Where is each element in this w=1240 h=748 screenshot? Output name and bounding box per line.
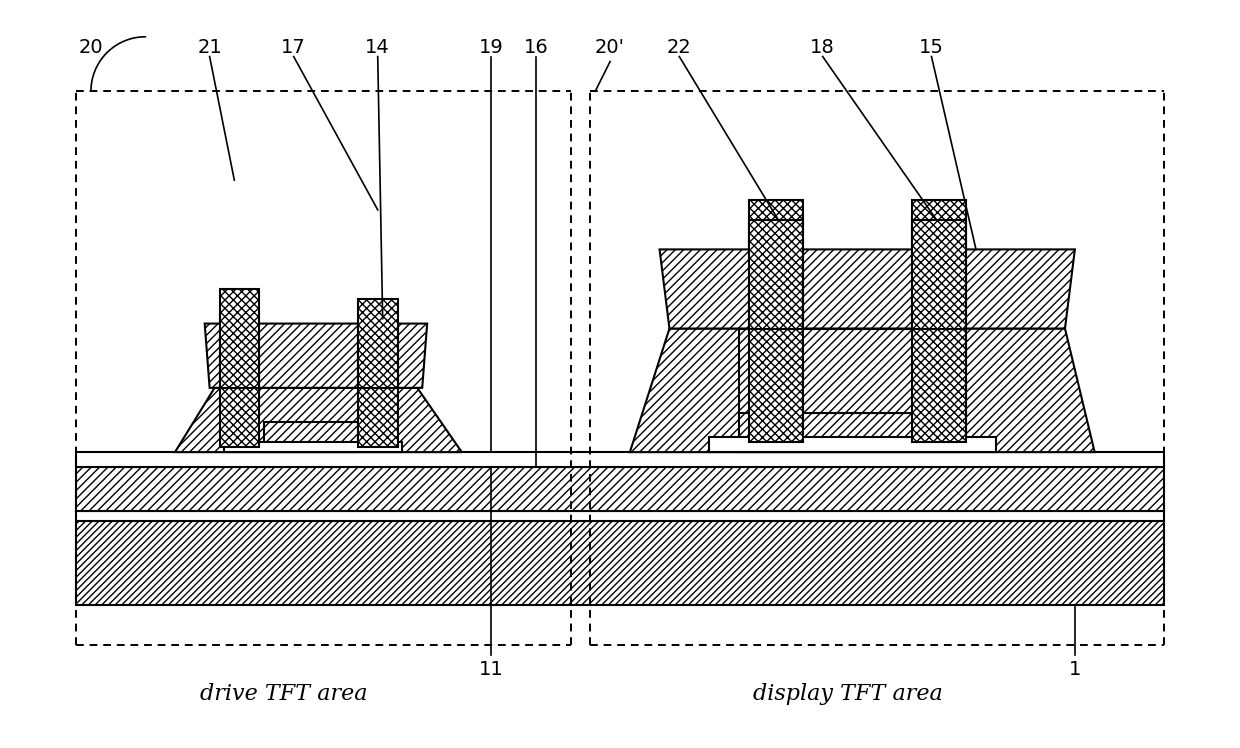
Polygon shape — [660, 249, 1075, 328]
Bar — [264, 423, 358, 452]
Bar — [76, 452, 1164, 467]
Bar — [219, 289, 259, 388]
Text: 18: 18 — [811, 37, 835, 57]
Text: display TFT area: display TFT area — [753, 684, 942, 705]
Bar — [219, 313, 259, 447]
Text: 15: 15 — [919, 37, 944, 57]
Bar — [749, 220, 804, 328]
Bar — [911, 200, 966, 442]
Text: 14: 14 — [366, 37, 391, 57]
Text: 17: 17 — [281, 37, 306, 57]
Bar — [739, 328, 966, 413]
Text: drive TFT area: drive TFT area — [200, 684, 367, 705]
Bar — [224, 442, 403, 452]
Bar — [739, 413, 966, 452]
Bar — [911, 220, 966, 328]
Text: 19: 19 — [479, 37, 503, 57]
Text: 1: 1 — [1069, 660, 1081, 678]
Bar — [358, 299, 398, 388]
Text: 20': 20' — [595, 37, 625, 57]
Bar — [749, 200, 804, 442]
Bar — [76, 521, 1164, 605]
Text: 16: 16 — [523, 37, 548, 57]
Polygon shape — [175, 388, 461, 452]
Bar — [358, 324, 398, 447]
Text: 22: 22 — [667, 37, 692, 57]
Text: 21: 21 — [197, 37, 222, 57]
Bar — [76, 512, 1164, 521]
Bar — [709, 438, 996, 452]
Polygon shape — [630, 328, 1095, 452]
Text: 20: 20 — [78, 37, 103, 57]
Bar — [76, 467, 1164, 512]
Text: 11: 11 — [479, 660, 503, 678]
Polygon shape — [205, 324, 427, 388]
